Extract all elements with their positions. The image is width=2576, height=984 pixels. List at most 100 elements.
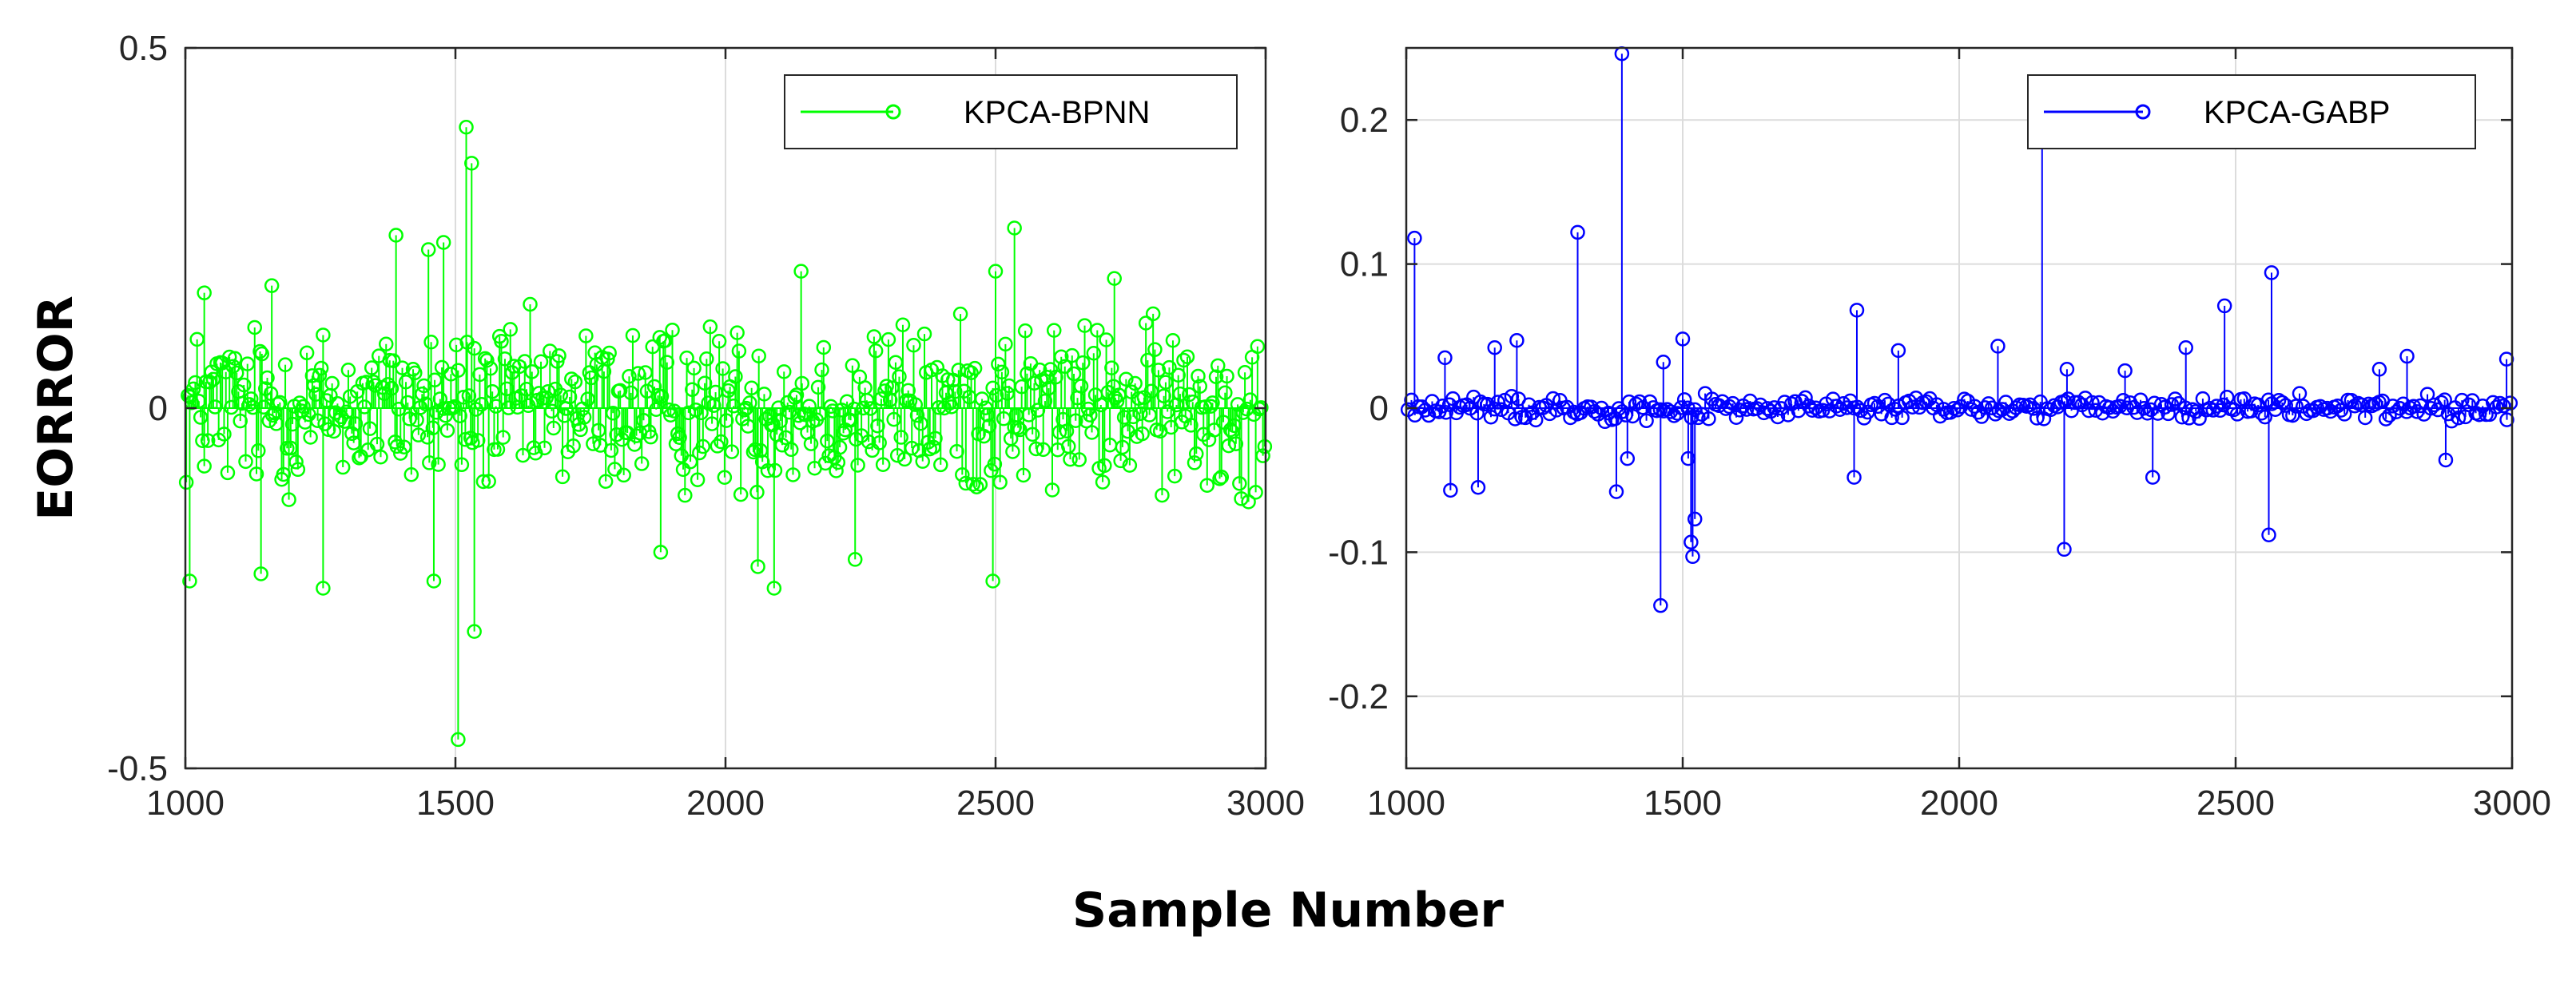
left-stem-marker <box>913 415 928 431</box>
left-stem-marker <box>985 573 1000 589</box>
left-stem-marker <box>1012 422 1028 438</box>
x-axis-label: Sample Number <box>1072 883 1504 938</box>
left-stem-marker <box>1191 368 1206 384</box>
left-stem-marker <box>847 552 863 567</box>
left-stem-marker <box>729 325 745 340</box>
left-stem-marker <box>260 370 275 386</box>
left-stem-marker <box>1208 369 1224 385</box>
left-stem-marker <box>567 374 583 390</box>
left-stem-marker <box>638 365 653 380</box>
left-stem-marker <box>1016 467 1032 483</box>
right-stem-marker <box>1521 397 1536 412</box>
left-stem-marker <box>765 417 781 432</box>
left-xtick-label: 1500 <box>416 784 495 823</box>
left-stem-marker <box>629 428 644 443</box>
right-ytick-label: -0.2 <box>1328 677 1389 716</box>
left-stem-marker <box>801 399 817 414</box>
right-stem-marker <box>1711 398 1727 414</box>
right-stem-marker <box>2153 397 2169 412</box>
left-stem-marker <box>1187 455 1203 470</box>
left-stem-marker <box>900 383 916 399</box>
right-chart-panel: 1000 1500 2000 2500 3000 -0.2 -0.1 0 0.1 0.2 KPCA… <box>1328 46 2551 823</box>
left-stem-marker <box>551 348 566 363</box>
left-stem-marker <box>272 395 288 411</box>
left-stem-marker <box>972 477 988 492</box>
left-stem-marker <box>825 403 841 419</box>
left-stem-marker <box>1156 388 1171 404</box>
left-stem-marker <box>519 382 535 397</box>
left-stem-marker <box>1077 318 1092 333</box>
left-stem-marker <box>313 360 329 376</box>
left-stem-marker <box>292 395 308 411</box>
left-stem-marker <box>299 345 315 361</box>
left-stem-marker <box>845 358 861 373</box>
left-legend-label: KPCA-BPNN <box>964 95 1150 130</box>
left-stem-marker <box>1115 439 1131 455</box>
left-stem-marker <box>276 466 292 482</box>
left-stem-marker <box>425 420 441 436</box>
right-stem-marker <box>2378 411 2394 427</box>
left-stem-marker <box>197 458 212 474</box>
left-stem-marker <box>517 354 533 369</box>
left-stem-marker <box>1188 446 1204 462</box>
left-stem-marker <box>1207 423 1222 438</box>
left-stem-marker <box>1162 359 1177 375</box>
right-stem-marker <box>1639 413 1654 429</box>
right-stem-marker <box>1507 411 1523 427</box>
left-stem-marker <box>663 407 678 423</box>
right-stem-marker <box>1849 303 1865 318</box>
left-stem-marker <box>909 407 925 423</box>
right-stem-marker <box>1407 230 1422 246</box>
right-stem-marker <box>1675 331 1691 347</box>
left-stem-marker <box>494 334 509 349</box>
left-stem-marker <box>745 444 761 460</box>
left-stem-marker <box>1021 407 1036 423</box>
left-stem-marker <box>308 387 324 402</box>
left-stem-marker <box>702 319 718 335</box>
right-stem-marker <box>1877 392 1893 408</box>
left-stem-marker <box>766 581 782 596</box>
left-stem-marker <box>1199 478 1215 493</box>
left-stem-marker <box>829 463 844 478</box>
left-stem-marker <box>193 410 209 425</box>
right-stem-marker <box>2216 298 2232 314</box>
left-stem-marker <box>303 430 318 445</box>
left-stem-marker <box>969 479 984 495</box>
left-stem-marker <box>598 474 614 490</box>
left-stem-marker <box>658 333 673 348</box>
left-stem-marker <box>1044 482 1060 498</box>
left-stem-marker <box>544 403 559 419</box>
right-stem-marker <box>2257 409 2273 425</box>
right-stem-marker <box>1438 405 1453 420</box>
left-stem-marker <box>944 399 960 415</box>
left-ytick-label: 0.5 <box>119 29 168 68</box>
left-stem-marker <box>459 119 474 135</box>
left-stem-marker <box>576 410 592 425</box>
left-stem-marker <box>1097 458 1112 474</box>
left-stem-marker <box>653 545 669 560</box>
left-stem-marker <box>964 365 979 381</box>
left-stem-marker <box>875 457 891 472</box>
left-stem-marker <box>1084 425 1099 440</box>
left-stem-marker <box>1232 476 1247 491</box>
right-stem-marker <box>1548 403 1564 418</box>
right-stem-marker <box>1509 332 1525 348</box>
left-stem-marker <box>1075 355 1091 371</box>
left-stem-marker <box>600 351 615 367</box>
left-stem-marker <box>217 427 232 442</box>
left-stem-marker <box>356 399 372 415</box>
left-stem-marker <box>451 363 466 379</box>
left-stem-marker <box>749 484 765 500</box>
left-stem-marker <box>495 430 511 445</box>
left-stem-marker <box>1158 375 1174 390</box>
left-stem-marker <box>980 407 996 423</box>
left-stem-marker <box>251 443 266 458</box>
left-stem-marker <box>926 439 941 455</box>
right-stem-marker <box>1990 339 2006 354</box>
right-stem-marker <box>1739 402 1755 417</box>
left-stem-marker <box>679 350 694 366</box>
left-stem-marker <box>750 559 765 574</box>
right-legend: KPCA-GABP <box>2027 74 2476 149</box>
left-stem-marker <box>205 371 221 387</box>
right-stem-marker <box>1437 350 1453 366</box>
